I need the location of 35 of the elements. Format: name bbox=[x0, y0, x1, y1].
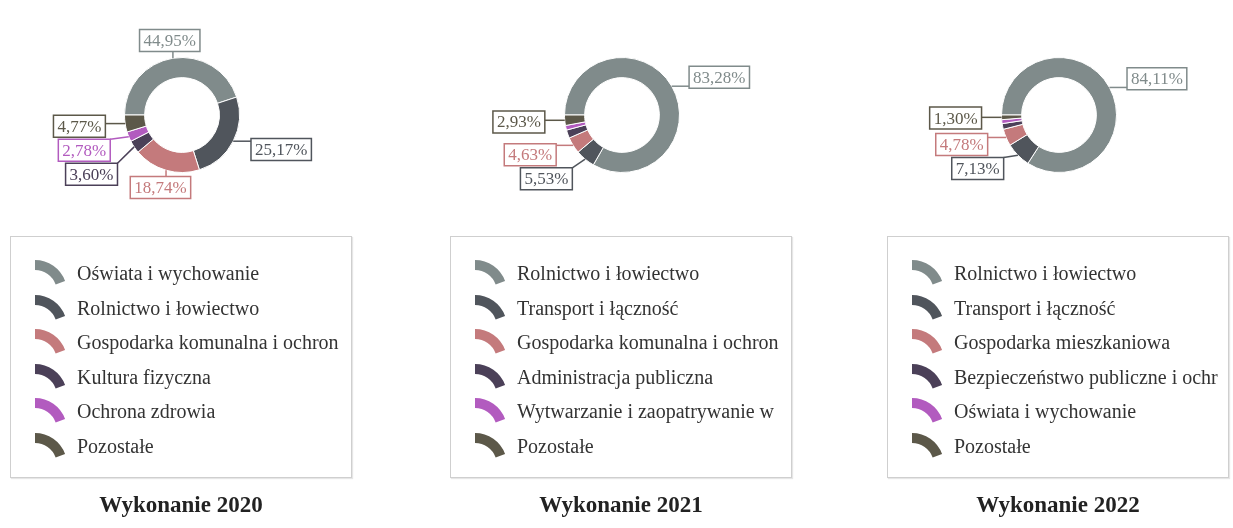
legend-label: Gospodarka komunalna i ochron bbox=[517, 330, 779, 354]
legend-label: Pozostałe bbox=[954, 433, 1031, 458]
data-label: 25,17% bbox=[254, 139, 308, 159]
data-label: 2,78% bbox=[62, 140, 107, 160]
legend-label: Transport i łączność bbox=[517, 295, 679, 320]
data-label: 7,13% bbox=[955, 158, 1000, 178]
legend-label: Bezpieczeństwo publiczne i ochr bbox=[954, 364, 1218, 389]
legend-label: Gospodarka komunalna i ochron bbox=[77, 330, 339, 354]
legend-label: Rolnictwo i łowiectwo bbox=[77, 295, 260, 320]
data-label: 44,95% bbox=[143, 30, 196, 50]
legend-label: Ochrona zdrowia bbox=[77, 399, 216, 423]
data-label: 4,78% bbox=[939, 134, 984, 154]
text: Wykonanie 2021 bbox=[538, 491, 704, 519]
legend-label: Transport i łączność bbox=[954, 295, 1116, 320]
legend-label: Oświata i wychowanie bbox=[954, 399, 1137, 423]
data-label: 3,60% bbox=[69, 164, 114, 184]
legend-label: Gospodarka mieszkaniowa bbox=[954, 330, 1171, 354]
legend-label: Administracja publiczna bbox=[517, 364, 714, 389]
data-label: 2,93% bbox=[496, 112, 541, 132]
legend-label: Rolnictwo i łowiectwo bbox=[517, 261, 700, 285]
text: Wykonanie 2022 bbox=[975, 491, 1141, 519]
data-label: 83,28% bbox=[693, 67, 746, 87]
legend-label: Kultura fizyczna bbox=[77, 364, 211, 389]
data-label: 5,53% bbox=[524, 169, 569, 189]
data-label: 1,30% bbox=[933, 108, 978, 128]
legend-label: Wytwarzanie i zaopatrywanie w bbox=[517, 399, 775, 423]
legend-label: Rolnictwo i łowiectwo bbox=[954, 261, 1137, 285]
data-label: 84,11% bbox=[1131, 69, 1183, 89]
legend-label: Pozostałe bbox=[77, 433, 154, 458]
data-label: 4,77% bbox=[57, 116, 102, 136]
text: Wykonanie 2020 bbox=[98, 491, 264, 519]
data-label: 4,63% bbox=[508, 145, 553, 165]
data-label: 18,74% bbox=[134, 177, 187, 197]
legend-label: Pozostałe bbox=[517, 433, 594, 458]
legend-label: Oświata i wychowanie bbox=[77, 261, 260, 285]
